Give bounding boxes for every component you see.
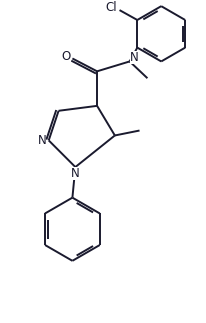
Text: N: N [130, 51, 138, 64]
Text: N: N [71, 167, 79, 181]
Text: O: O [62, 50, 71, 63]
Text: N: N [37, 134, 46, 147]
Text: Cl: Cl [105, 1, 117, 14]
